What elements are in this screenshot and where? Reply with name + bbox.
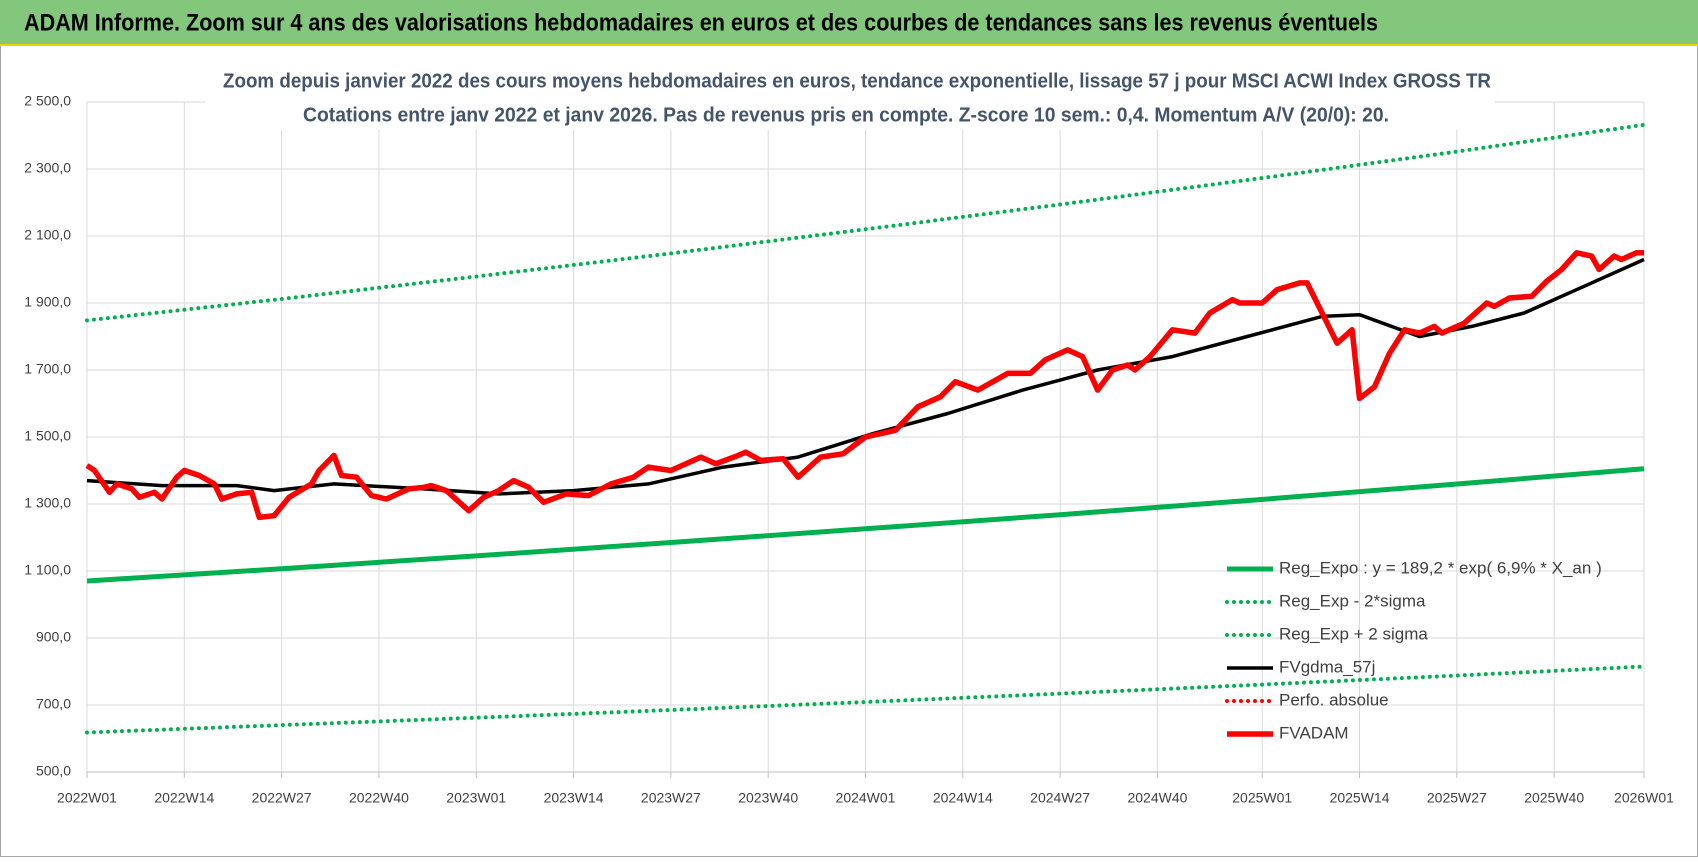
grid: 500,0 700,0 900,0 1 100,0 1 300,0 1 500,0 1 70…: [24, 93, 1674, 806]
title-backdrop: [205, 66, 1495, 130]
x-tick-label: 2023W27: [641, 790, 701, 806]
y-tick-label: 1 700,0: [24, 361, 71, 377]
x-tick-label: 2024W27: [1030, 790, 1090, 806]
x-tick-label: 2023W40: [738, 790, 798, 806]
legend-label: Reg_Exp - 2*sigma: [1279, 591, 1426, 610]
x-tick-label: 2023W01: [446, 790, 506, 806]
legend-label: FVgdma_57j: [1279, 657, 1375, 676]
y-tick-label: 1 300,0: [24, 495, 71, 511]
legend-label: Reg_Expo : y = 189,2 * exp( 6,9% * X_an …: [1279, 558, 1602, 577]
x-tick-label: 2024W40: [1127, 790, 1187, 806]
x-tick-label: 2023W14: [544, 790, 604, 806]
x-tick-label: 2024W14: [933, 790, 993, 806]
series-line: [85, 664, 1646, 735]
x-tick-label: 2022W01: [57, 790, 117, 806]
series-line: [86, 466, 1645, 584]
series-line: [86, 257, 1645, 496]
legend: Reg_Expo : y = 189,2 * exp( 6,9% * X_an …: [1225, 558, 1602, 742]
y-tick-label: 2 500,0: [24, 93, 71, 109]
y-tick-label: 1 100,0: [24, 562, 71, 578]
chart-subtitle: Cotations entre janv 2022 et janv 2026. …: [303, 104, 1389, 126]
y-tick-label: 2 300,0: [24, 160, 71, 176]
chart-title: Zoom depuis janvier 2022 des cours moyen…: [223, 70, 1492, 92]
y-tick-label: 1 500,0: [24, 428, 71, 444]
legend-label: Perfo. absolue: [1279, 690, 1389, 709]
x-tick-label: 2022W27: [252, 790, 312, 806]
x-tick-label: 2025W14: [1330, 790, 1390, 806]
x-tick-label: 2022W14: [154, 790, 214, 806]
y-tick-label: 2 100,0: [24, 227, 71, 243]
y-tick-label: 1 900,0: [24, 294, 71, 310]
x-tick-label: 2022W40: [349, 790, 409, 806]
plot: [85, 122, 1646, 735]
header-title: ADAM Informe. Zoom sur 4 ans des valoris…: [24, 9, 1378, 36]
y-tick-label: 900,0: [36, 629, 71, 645]
header-bar: [0, 0, 1698, 46]
header-edge: [0, 44, 1698, 46]
x-tick-label: 2025W01: [1232, 790, 1292, 806]
x-tick-label: 2025W40: [1524, 790, 1584, 806]
series-line: [85, 250, 1644, 521]
y-tick-label: 700,0: [36, 696, 71, 712]
y-tick-label: 500,0: [36, 763, 71, 779]
x-tick-label: 2026W01: [1614, 790, 1674, 806]
series-line: [85, 122, 1646, 323]
x-tick-label: 2025W27: [1427, 790, 1487, 806]
x-tick-label: 2024W01: [836, 790, 896, 806]
legend-label: FVADAM: [1279, 723, 1349, 742]
legend-label: Reg_Exp + 2 sigma: [1279, 624, 1428, 643]
